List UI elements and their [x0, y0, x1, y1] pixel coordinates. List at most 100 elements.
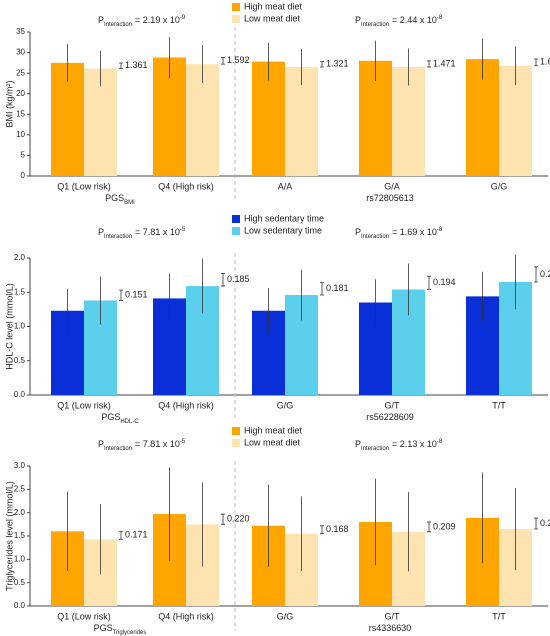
y-tick-label: 0.0 — [14, 390, 26, 399]
p-label: P — [98, 15, 104, 25]
legend-swatch — [232, 227, 240, 235]
legend-swatch — [232, 3, 240, 11]
p-value: PInteraction = 7.81 x 10-5 — [98, 439, 186, 452]
p-label: P — [355, 227, 361, 237]
p-sub: Interaction — [104, 446, 132, 452]
y-tick-label: 2.0 — [14, 253, 26, 262]
y-tick-label: 25 — [16, 68, 25, 77]
legend-label: High meat diet — [244, 425, 303, 435]
legend-swatch — [232, 427, 240, 435]
y-tick-label: 2.5 — [14, 484, 26, 493]
difference-label: 0.151 — [125, 290, 148, 300]
difference-bracket — [119, 530, 123, 540]
difference-bracket — [534, 517, 538, 530]
difference-label: 0.194 — [433, 277, 456, 287]
p-value: PInteraction = 2.19 x 10-9 — [98, 15, 186, 28]
p-text: = 7.81 x 10 — [135, 227, 180, 237]
difference-label: 1.641 — [540, 57, 550, 67]
legend-label: Low sedentary time — [244, 225, 322, 235]
x-tick-label: Q1 (Low risk) — [57, 181, 111, 191]
difference-label: 0.185 — [227, 274, 250, 284]
group-text: rs56228609 — [366, 412, 414, 422]
y-tick-label: 1.5 — [14, 287, 26, 296]
difference-bracket — [221, 513, 225, 525]
difference-bracket — [119, 289, 123, 301]
x-tick-label: Q4 (High risk) — [158, 181, 214, 191]
group-sub: BMI — [124, 200, 135, 206]
p-sub: Interaction — [361, 22, 389, 28]
p-sub: Interaction — [361, 446, 389, 452]
p-sub: Interaction — [361, 234, 389, 240]
legend-label: Low meat diet — [244, 437, 301, 447]
group-text: PGS — [105, 193, 124, 203]
p-sup: -9 — [180, 15, 186, 21]
p-text: = 2.44 x 10 — [392, 15, 437, 25]
p-sup: -8 — [437, 227, 443, 233]
y-tick-label: 35 — [16, 27, 25, 36]
bar — [84, 68, 117, 176]
y-tick-label: 0 — [21, 171, 26, 180]
y-axis-label: HDL-C level (mmol/L) — [4, 283, 14, 370]
y-tick-label: 5 — [21, 151, 26, 160]
difference-bracket — [221, 273, 225, 287]
difference-bracket — [427, 275, 431, 290]
p-sup: -5 — [180, 439, 186, 445]
group-label: PGSBMI — [105, 193, 135, 205]
p-label: P — [98, 439, 104, 449]
y-tick-label: 1.0 — [14, 322, 26, 331]
legend-swatch — [232, 439, 240, 447]
group-text: rs72805613 — [366, 193, 414, 203]
p-text: = 7.81 x 10 — [135, 439, 180, 449]
difference-label: 0.234 — [540, 518, 550, 528]
y-tick-label: 0.0 — [14, 601, 26, 610]
x-tick-label: G/T — [385, 400, 401, 410]
y-tick-label: 30 — [16, 48, 25, 57]
p-label: P — [98, 227, 104, 237]
y-tick-label: 1.5 — [14, 531, 26, 540]
x-tick-label: A/A — [278, 181, 293, 191]
p-text: = 2.19 x 10 — [135, 15, 180, 25]
difference-bracket — [427, 60, 431, 68]
y-tick-label: 20 — [16, 89, 25, 98]
p-value: PInteraction = 2.44 x 10-8 — [355, 15, 443, 28]
y-axis-label: Triglycerides level (mmol/L) — [4, 481, 14, 591]
y-tick-label: 15 — [16, 109, 25, 118]
legend-swatch — [232, 15, 240, 23]
y-axis-label: BMI (kg/m²) — [4, 81, 14, 128]
p-value: PInteraction = 2.13 x 10-8 — [355, 439, 443, 452]
p-sup: -8 — [437, 439, 443, 445]
x-tick-label: Q1 (Low risk) — [57, 611, 111, 621]
group-text: PGS — [101, 412, 120, 422]
x-tick-label: T/T — [492, 400, 506, 410]
y-tick-label: 2.0 — [14, 508, 26, 517]
bar — [285, 66, 318, 176]
difference-bracket — [320, 282, 324, 296]
p-sup: -8 — [437, 15, 443, 21]
p-sub: Interaction — [104, 234, 132, 240]
x-tick-label: G/G — [277, 611, 294, 621]
difference-label: 1.361 — [125, 60, 148, 70]
group-label: rs4336630 — [369, 623, 412, 633]
x-tick-label: G/A — [384, 181, 400, 191]
x-tick-label: G/G — [491, 181, 508, 191]
bar — [252, 61, 285, 176]
x-tick-label: G/T — [385, 611, 401, 621]
legend-label: High sedentary time — [244, 213, 324, 223]
difference-bracket — [320, 525, 324, 535]
p-sup: -5 — [180, 227, 186, 233]
group-label: rs72805613 — [366, 193, 414, 203]
y-tick-label: 0.5 — [14, 578, 26, 587]
y-tick-label: 3.0 — [14, 461, 26, 470]
group-label: PGSTriglycerides — [94, 623, 147, 635]
y-tick-label: 1.0 — [14, 554, 26, 563]
y-tick-label: 10 — [16, 130, 25, 139]
group-text: rs4336630 — [369, 623, 412, 633]
x-tick-label: Q4 (High risk) — [158, 611, 214, 621]
difference-label: 0.168 — [326, 524, 349, 534]
legend-label: High meat diet — [244, 1, 303, 11]
p-label: P — [355, 439, 361, 449]
difference-bracket — [534, 266, 538, 283]
x-tick-label: Q1 (Low risk) — [57, 400, 111, 410]
group-text: PGS — [94, 623, 113, 633]
